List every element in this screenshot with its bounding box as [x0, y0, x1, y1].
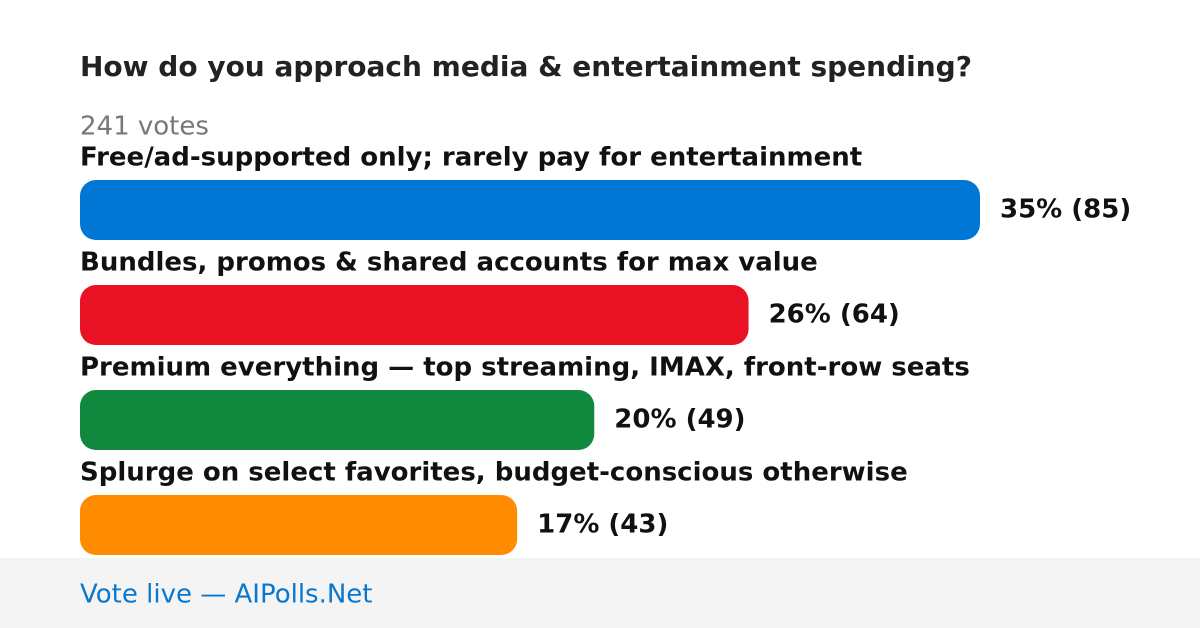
- bar: [80, 285, 749, 345]
- bar: [80, 180, 980, 240]
- option-label: Bundles, promos & shared accounts for ma…: [80, 248, 818, 278]
- option-label: Splurge on select favorites, budget-cons…: [80, 458, 908, 488]
- footer-link[interactable]: Vote live — AIPolls.Net: [80, 580, 373, 610]
- subtitle: 241 votes: [80, 112, 209, 142]
- bar: [80, 495, 518, 555]
- option-label: Free/ad-supported only; rarely pay for e…: [80, 143, 862, 173]
- footer-bar: [0, 558, 1200, 628]
- value-label: 26% (64): [769, 300, 900, 330]
- option-label: Premium everything — top streaming, IMAX…: [80, 353, 970, 383]
- value-label: 20% (49): [614, 405, 745, 435]
- value-label: 35% (85): [1000, 195, 1131, 225]
- value-label: 17% (43): [537, 510, 668, 540]
- chart-title: How do you approach media & entertainmen…: [80, 50, 972, 83]
- bar: [80, 390, 595, 450]
